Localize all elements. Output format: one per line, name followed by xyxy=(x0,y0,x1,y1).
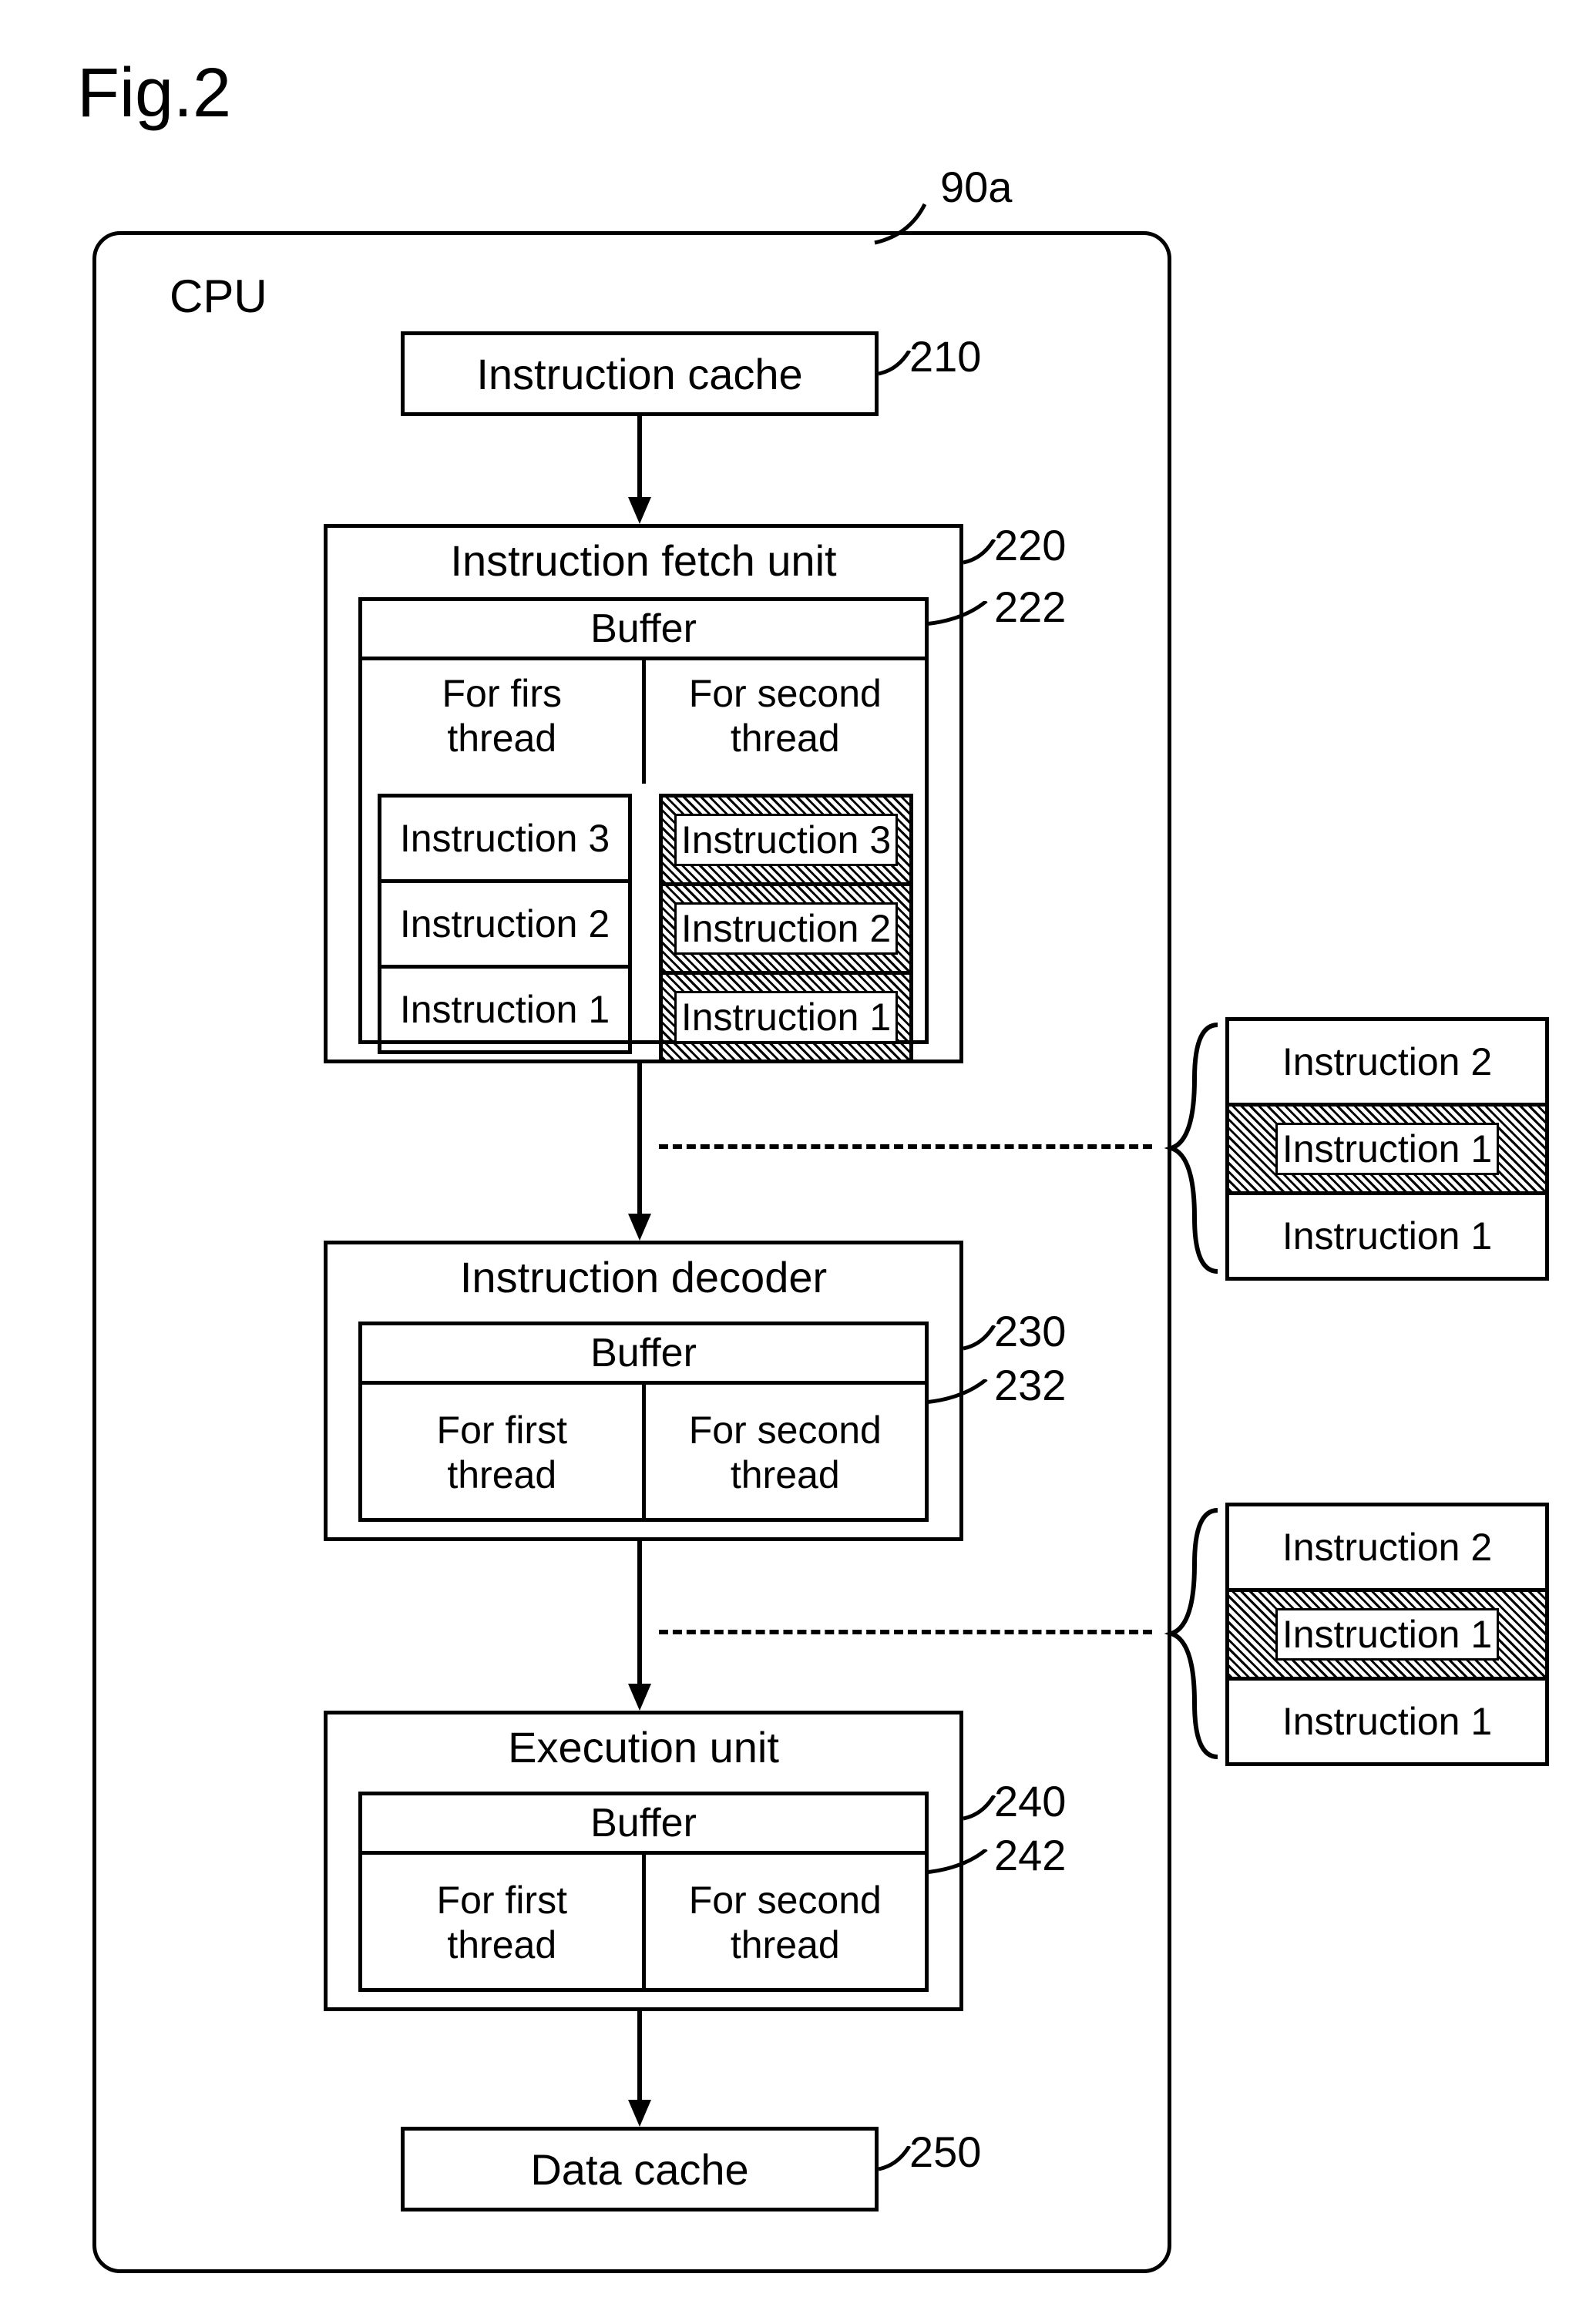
fetch-col1-instr2: Instruction 2 xyxy=(381,879,628,965)
ref-242: 242 xyxy=(994,1830,1066,1880)
execution-cols: For first thread For second thread xyxy=(362,1855,925,1990)
cpu-label: CPU xyxy=(170,270,267,323)
fetch-block: Instruction fetch unit Buffer For firs t… xyxy=(324,524,963,1063)
execution-buffer-title: Buffer xyxy=(362,1795,925,1855)
fetch-col1-instr3: Instruction 3 xyxy=(381,798,628,879)
execution-buffer: Buffer For first thread For second threa… xyxy=(358,1792,929,1992)
fetch-col2-instr3: Instruction 3 xyxy=(663,798,909,882)
side-lower-cell1: Instruction 1 xyxy=(1229,1588,1545,1677)
instruction-cache-title: Instruction cache xyxy=(405,335,875,407)
execution-col2: For second thread xyxy=(646,1855,926,1990)
instruction-cache-block: Instruction cache xyxy=(401,331,879,416)
fetch-col2-header: For second thread xyxy=(646,660,926,784)
figure-label: Fig.2 xyxy=(77,54,231,133)
arrow-cache-fetch xyxy=(628,416,651,532)
ref-222: 222 xyxy=(994,582,1066,632)
data-cache-title: Data cache xyxy=(405,2131,875,2202)
fetch-col-headers: For firs thread For second thread xyxy=(362,660,925,784)
ref-220: 220 xyxy=(994,520,1066,570)
side-upper-cell0: Instruction 2 xyxy=(1229,1021,1545,1103)
decoder-col2: For second thread xyxy=(646,1385,926,1520)
ref-232-curve xyxy=(925,1379,994,1414)
ref-240: 240 xyxy=(994,1776,1066,1826)
data-cache-block: Data cache xyxy=(401,2127,879,2211)
fetch-buffer-title: Buffer xyxy=(362,601,925,660)
side-lower-cell2: Instruction 1 xyxy=(1229,1677,1545,1762)
side-upper-cell2: Instruction 1 xyxy=(1229,1191,1545,1277)
execution-title: Execution unit xyxy=(328,1714,959,1780)
fetch-col2-instr2: Instruction 2 xyxy=(663,882,909,971)
decoder-cols: For first thread For second thread xyxy=(362,1385,925,1520)
execution-block: Execution unit Buffer For first thread F… xyxy=(324,1711,963,2011)
dash-line-lower xyxy=(659,1630,1152,1634)
fetch-buffer: Buffer For firs thread For second thread… xyxy=(358,597,929,1044)
fetch-col2-instr1: Instruction 1 xyxy=(663,971,909,1060)
arrow-decoder-execution xyxy=(628,1541,651,1718)
fetch-col2-stack: Instruction 3 Instruction 2 Instruction … xyxy=(659,794,913,1063)
arrow-execution-datacache xyxy=(628,2011,651,2134)
decoder-col1: For first thread xyxy=(362,1385,646,1520)
ref-242-curve xyxy=(925,1849,994,1884)
decoder-title: Instruction decoder xyxy=(328,1244,959,1310)
side-lower-cell0: Instruction 2 xyxy=(1229,1506,1545,1588)
ref-232: 232 xyxy=(994,1360,1066,1410)
ref-230: 230 xyxy=(994,1306,1066,1356)
fetch-col1-stack: Instruction 3 Instruction 2 Instruction … xyxy=(378,794,632,1054)
side-stack-lower: Instruction 2 Instruction 1 Instruction … xyxy=(1225,1503,1549,1766)
side-upper-cell1: Instruction 1 xyxy=(1229,1103,1545,1191)
arrow-fetch-decoder xyxy=(628,1063,651,1248)
decoder-buffer: Buffer For first thread For second threa… xyxy=(358,1322,929,1522)
fetch-title: Instruction fetch unit xyxy=(328,528,959,593)
dash-line-upper xyxy=(659,1144,1152,1149)
brace-lower xyxy=(1148,1503,1225,1765)
decoder-buffer-title: Buffer xyxy=(362,1325,925,1385)
fetch-col1-header: For firs thread xyxy=(362,660,646,784)
execution-col1: For first thread xyxy=(362,1855,646,1990)
decoder-block: Instruction decoder Buffer For first thr… xyxy=(324,1241,963,1541)
ref-250: 250 xyxy=(909,2127,981,2177)
side-stack-upper: Instruction 2 Instruction 1 Instruction … xyxy=(1225,1017,1549,1281)
brace-upper xyxy=(1148,1017,1225,1279)
page-root: Fig.2 90a CPU Instruction cache 210 Inst… xyxy=(0,0,1586,2324)
ref-90a: 90a xyxy=(940,162,1012,212)
fetch-col1-instr1: Instruction 1 xyxy=(381,965,628,1050)
ref-210: 210 xyxy=(909,331,981,381)
ref-222-curve xyxy=(925,601,994,636)
